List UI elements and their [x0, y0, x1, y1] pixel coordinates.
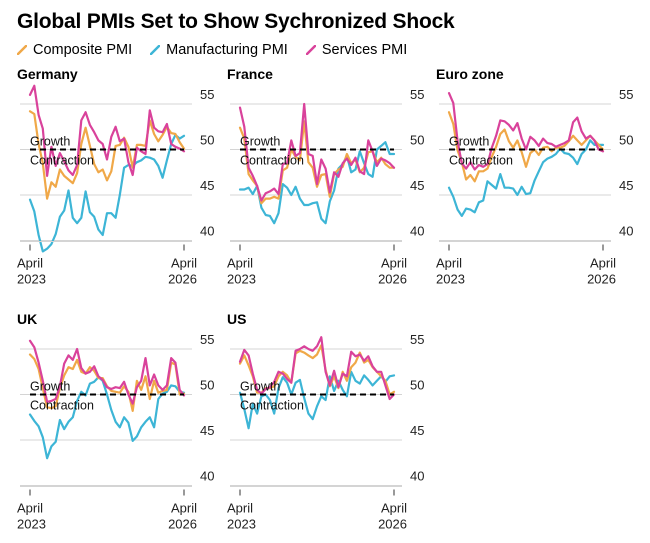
panel-plot: 40455055GrowthContractionApril2023April2…: [227, 87, 424, 287]
y-tick-label-45: 45: [200, 178, 214, 193]
x-tick-label-month: April: [381, 501, 407, 516]
y-tick-label-50: 50: [410, 133, 424, 148]
x-tick-label-year: 2026: [587, 272, 616, 287]
growth-label: Growth: [240, 380, 280, 394]
x-tick-label-month: April: [17, 256, 43, 271]
panel-euro-zone: Euro zone 40 45 50 55 Growth Contraction April…: [436, 66, 641, 298]
growth-label: Growth: [30, 380, 70, 394]
x-tick-label-year: 2023: [227, 517, 256, 532]
x-tick-label-year: 2023: [436, 272, 465, 287]
y-tick-label-40: 40: [200, 469, 214, 484]
contraction-label: Contraction: [30, 154, 94, 168]
y-tick-label-40: 40: [410, 224, 424, 239]
legend-item-manufacturing: Manufacturing PMI: [150, 42, 288, 58]
series-line-composite-pmi: [28, 110, 186, 200]
series-line-manufacturing-pmi: [238, 141, 396, 225]
legend: Composite PMI Manufacturing PMI Services…: [17, 42, 407, 58]
panel-title: US: [227, 311, 247, 327]
x-tick-label-month: April: [590, 256, 616, 271]
y-tick-label-55: 55: [200, 87, 214, 102]
y-tick-label-45: 45: [200, 423, 214, 438]
legend-swatch-manufacturing: [150, 45, 161, 55]
panel-us: US 40 45 50 55 Growth Contraction April 2023 Apr…: [227, 311, 432, 543]
series-line-services-pmi: [238, 102, 396, 202]
series-line-services-pmi: [447, 92, 605, 171]
x-tick-label-month: April: [436, 256, 462, 271]
series-line-services-pmi: [238, 336, 396, 401]
panel-france: France 40 45 50 55 Growth Contraction April 202…: [227, 66, 432, 298]
y-tick-label-55: 55: [200, 332, 214, 347]
panel-title: France: [227, 66, 273, 82]
y-tick-label-45: 45: [619, 178, 633, 193]
panel-uk: UK 40 45 50 55 Growth Contraction April 2023 Apr…: [17, 311, 222, 543]
y-tick-label-55: 55: [619, 87, 633, 102]
y-tick-label-50: 50: [200, 133, 214, 148]
panel-plot: 40455055GrowthContractionApril2023April2…: [17, 332, 214, 532]
contraction-label: Contraction: [240, 154, 304, 168]
x-tick-label-year: 2023: [17, 517, 46, 532]
x-tick-label-month: April: [227, 501, 253, 516]
growth-label: Growth: [240, 135, 280, 149]
legend-swatch-composite: [17, 45, 27, 55]
x-tick-label-month: April: [227, 256, 253, 271]
x-tick-label-year: 2026: [378, 517, 407, 532]
panel-plot: 40455055GrowthContractionApril2023April2…: [17, 84, 214, 287]
x-tick-label-month: April: [171, 501, 197, 516]
x-tick-label-year: 2023: [17, 272, 46, 287]
contraction-label: Contraction: [30, 399, 94, 413]
y-tick-label-50: 50: [619, 133, 633, 148]
panel-title: Euro zone: [436, 66, 504, 82]
x-tick-label-year: 2026: [378, 272, 407, 287]
series-line-composite-pmi: [447, 111, 605, 183]
growth-label: Growth: [449, 135, 489, 149]
x-tick-label-year: 2026: [168, 517, 197, 532]
panel-title: UK: [17, 311, 38, 327]
legend-label-composite: Composite PMI: [33, 42, 133, 58]
y-tick-label-50: 50: [200, 378, 214, 393]
y-tick-label-50: 50: [410, 378, 424, 393]
legend-label-manufacturing: Manufacturing PMI: [166, 42, 288, 58]
series-line-manufacturing-pmi: [28, 133, 186, 253]
y-tick-label-40: 40: [619, 224, 633, 239]
y-tick-label-45: 45: [410, 423, 424, 438]
legend-item-services: Services PMI: [305, 42, 408, 58]
panel-title: Germany: [17, 66, 78, 82]
series-line-services-pmi: [28, 339, 186, 405]
contraction-label: Contraction: [449, 154, 513, 168]
y-tick-label-55: 55: [410, 332, 424, 347]
x-tick-label-month: April: [381, 256, 407, 271]
y-tick-label-40: 40: [410, 469, 424, 484]
x-tick-label-year: 2026: [168, 272, 197, 287]
contraction-label: Contraction: [240, 399, 304, 413]
y-tick-label-40: 40: [200, 224, 214, 239]
growth-label: Growth: [30, 135, 70, 149]
x-tick-label-month: April: [17, 501, 43, 516]
x-tick-label-month: April: [171, 256, 197, 271]
y-tick-label-55: 55: [410, 87, 424, 102]
series-line-manufacturing-pmi: [447, 139, 605, 217]
y-tick-label-45: 45: [410, 178, 424, 193]
legend-label-services: Services PMI: [321, 42, 408, 58]
series-line-manufacturing-pmi: [28, 376, 186, 460]
x-tick-label-year: 2023: [227, 272, 256, 287]
legend-swatch-services: [305, 45, 316, 55]
panel-plot: 40455055GrowthContractionApril2023April2…: [436, 87, 633, 287]
panel-germany: Germany 40 45 50 55 Growth Contraction April 20…: [17, 66, 222, 298]
series-line-composite-pmi: [238, 120, 396, 205]
chart-title: Global PMIs Set to Show Sychronized Shoc…: [17, 10, 455, 33]
series-line-services-pmi: [28, 84, 186, 178]
panel-plot: 40455055GrowthContractionApril2023April2…: [227, 332, 424, 532]
legend-item-composite: Composite PMI: [17, 42, 132, 58]
